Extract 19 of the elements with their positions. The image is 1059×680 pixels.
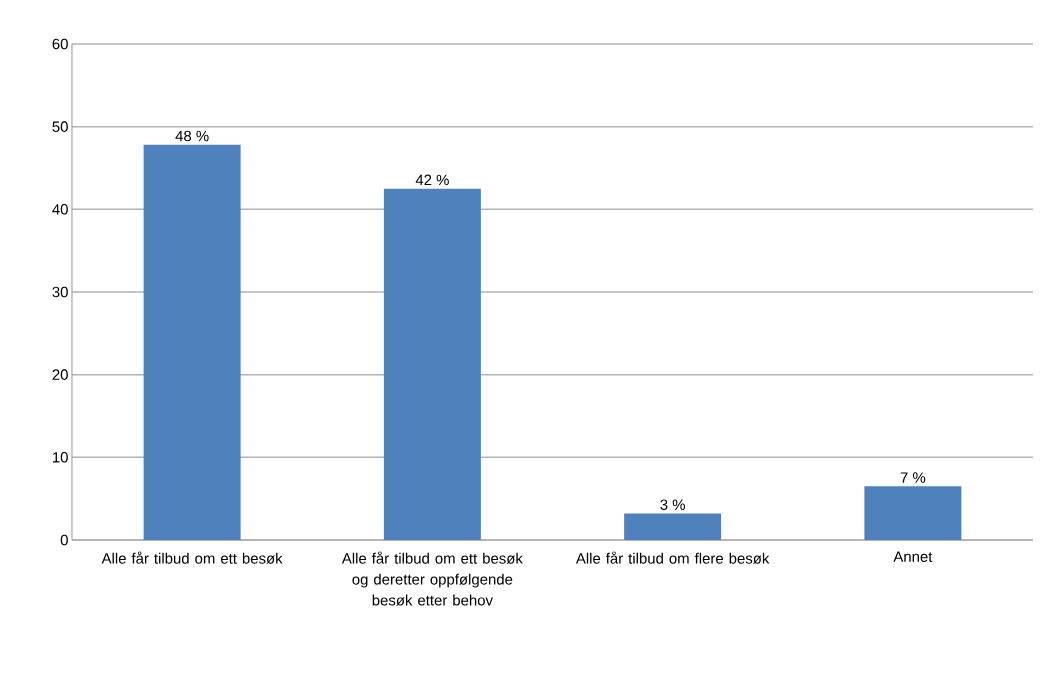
y-tick-label: 60 — [52, 38, 68, 50]
x-tick-label: Alle får tilbud om ett besøk — [101, 551, 283, 564]
data-label: 3 % — [660, 499, 685, 511]
bar — [383, 188, 481, 540]
x-tick-label: Alle får tilbud om flere besøk — [575, 551, 770, 564]
data-label: 42 % — [415, 174, 449, 186]
data-label: 7 % — [900, 472, 926, 483]
x-tick-label: Annet — [893, 551, 933, 562]
y-tick-label: 50 — [52, 121, 68, 132]
bar — [143, 144, 241, 540]
y-tick-label: 30 — [52, 286, 68, 298]
bar — [624, 513, 722, 540]
y-tick-label: 0 — [60, 534, 68, 546]
bar — [864, 486, 962, 540]
x-tick-label: Alle får tilbud om ett besøk og deretter oppfølgende besøk etter behov — [341, 551, 523, 606]
y-tick-label: 10 — [53, 452, 68, 463]
y-tick-label: 40 — [52, 204, 68, 215]
y-tick-label: 20 — [52, 369, 68, 380]
data-label: 48 % — [175, 130, 209, 142]
